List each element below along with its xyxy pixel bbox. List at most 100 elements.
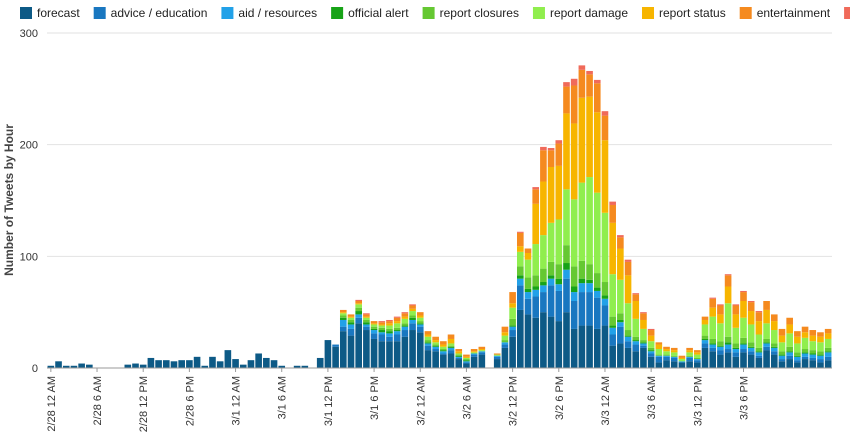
bar-segment-forecast xyxy=(609,345,616,368)
bar-segment-advertising xyxy=(747,301,755,303)
bar-segment-forecast xyxy=(794,362,801,368)
bar-segment-advice-education xyxy=(655,356,663,363)
bar-segment-report-closures xyxy=(686,355,693,357)
bar-segment-forecast xyxy=(432,351,439,368)
legend-item: report status xyxy=(642,6,726,20)
bar-segment-official-alert xyxy=(347,322,355,325)
bar-segment-forecast xyxy=(655,362,663,368)
bar-segment-report-closures xyxy=(786,346,793,352)
bar-segment-advice-education xyxy=(447,350,455,354)
y-tick-label: 300 xyxy=(20,28,38,40)
bar-segment-report-status xyxy=(470,351,478,353)
bar-segment-report-status xyxy=(794,336,801,344)
bar-segment-report-closures xyxy=(393,327,401,331)
bar-segment-official-alert xyxy=(463,360,470,362)
bar-segment-report-closures xyxy=(732,343,740,348)
bar-segment-entertainment xyxy=(509,292,516,304)
bar-segment-aid-resources xyxy=(393,331,401,335)
bar-segment-forecast xyxy=(786,359,793,368)
bar-segment-forecast xyxy=(78,363,85,368)
legend-item: advertising xyxy=(844,7,850,19)
bar-segment-forecast xyxy=(247,360,255,368)
bar-segment-advice-education xyxy=(432,349,439,352)
bar-segment-report-damage xyxy=(586,177,593,265)
bar-segment-official-alert xyxy=(416,323,424,325)
legend-swatch xyxy=(422,7,435,19)
bar-segment-report-status xyxy=(601,140,609,213)
bar-segment-forecast xyxy=(463,363,470,368)
bar-segment-report-damage xyxy=(617,279,624,314)
bar-segment-report-closures xyxy=(424,340,432,343)
bar-segment-advice-education xyxy=(401,330,409,337)
bar-segment-official-alert xyxy=(440,350,447,352)
bar-segment-forecast xyxy=(155,360,162,368)
bar-segment-entertainment xyxy=(432,336,439,341)
legend-item: forecast xyxy=(20,6,80,20)
bar-segment-report-closures xyxy=(409,315,416,318)
bar-segment-report-status xyxy=(432,340,439,343)
x-tick-label: 3/3 12 PM xyxy=(692,376,704,426)
bar-segment-official-alert xyxy=(424,342,432,344)
bar-segment-report-damage xyxy=(632,318,640,337)
bar-segment-report-status xyxy=(817,336,824,343)
bar-segment-advertising xyxy=(617,235,624,238)
bar-segment-aid-resources xyxy=(609,327,616,335)
bar-segment-report-status xyxy=(655,344,663,350)
bar-segment-advice-education xyxy=(778,359,786,362)
bar-segment-entertainment xyxy=(339,309,347,313)
bar-segment-report-closures xyxy=(416,321,424,324)
bar-segment-forecast xyxy=(316,357,324,368)
bar-segment-forecast xyxy=(670,361,678,368)
bar-segment-official-alert xyxy=(532,286,540,290)
bar-segment-report-status xyxy=(339,312,347,314)
bar-segment-forecast xyxy=(678,362,686,368)
bar-segment-advice-education xyxy=(786,355,793,360)
bar-segment-forecast xyxy=(55,361,62,368)
bar-segment-forecast xyxy=(686,361,693,368)
bar-segment-forecast xyxy=(386,341,393,368)
bar-segment-official-alert xyxy=(778,354,786,356)
bar-segment-advertising xyxy=(578,65,586,70)
bar-segment-advice-education xyxy=(824,356,832,361)
bar-segment-forecast xyxy=(586,325,593,368)
bar-segment-report-damage xyxy=(732,327,740,344)
bar-segment-report-closures xyxy=(778,351,786,355)
bar-segment-report-damage xyxy=(401,318,409,324)
bar-segment-aid-resources xyxy=(555,284,563,291)
bar-segment-aid-resources xyxy=(493,355,501,357)
bar-segment-advice-education xyxy=(455,357,463,360)
bar-segment-entertainment xyxy=(593,83,601,113)
bar-segment-forecast xyxy=(186,360,193,368)
bar-segment-forecast xyxy=(332,346,339,368)
legend-swatch xyxy=(844,7,850,19)
bar-segment-official-alert xyxy=(409,317,416,320)
bar-segment-official-alert xyxy=(801,352,809,354)
legend-label: entertainment xyxy=(757,6,831,20)
bar-segment-report-status xyxy=(732,314,740,328)
bar-segment-report-status xyxy=(409,308,416,312)
bar-segment-aid-resources xyxy=(416,324,424,327)
bar-segment-aid-resources xyxy=(463,361,470,363)
bar-segment-official-alert xyxy=(593,287,601,291)
bar-segment-aid-resources xyxy=(686,356,693,358)
bar-segment-advertising xyxy=(532,187,540,190)
bar-segment-advertising xyxy=(709,297,717,299)
bar-segment-report-status xyxy=(378,324,386,326)
bar-segment-advertising xyxy=(632,293,640,295)
bar-segment-forecast xyxy=(239,364,247,368)
bar-segment-forecast xyxy=(162,360,170,368)
bar-segment-report-damage xyxy=(440,346,447,350)
bar-segment-aid-resources xyxy=(655,355,663,357)
bar-segment-report-damage xyxy=(416,317,424,322)
bar-segment-official-alert xyxy=(609,325,616,328)
legend-item: entertainment xyxy=(739,6,831,20)
bar-segment-report-damage xyxy=(601,212,609,283)
bar-segment-advice-education xyxy=(809,357,817,361)
bar-segment-advice-education xyxy=(363,326,370,331)
bar-segment-entertainment xyxy=(416,312,424,316)
bar-segment-forecast xyxy=(355,323,362,368)
bar-segment-aid-resources xyxy=(809,354,817,358)
bar-segment-report-damage xyxy=(339,313,347,316)
bar-segment-aid-resources xyxy=(447,347,455,351)
